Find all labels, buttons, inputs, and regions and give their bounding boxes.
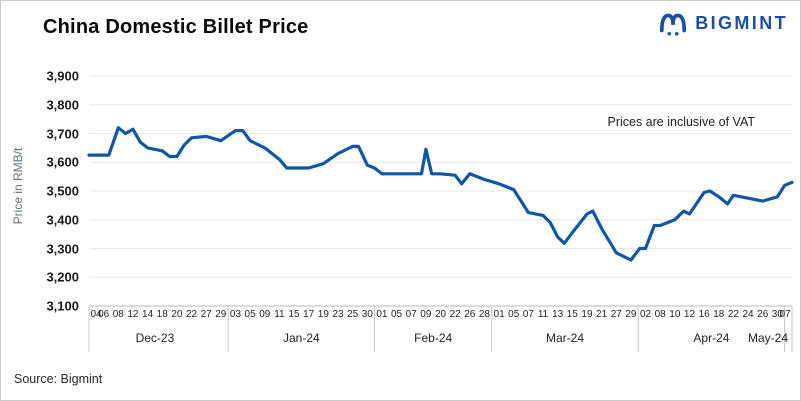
x-day-tick-label: 01: [376, 309, 388, 320]
x-month-label: Apr-24: [693, 331, 730, 345]
chart-title: China Domestic Billet Price: [43, 16, 309, 38]
x-day-tick-label: 05: [508, 309, 520, 320]
vat-annotation: Prices are inclusive of VAT: [607, 115, 755, 129]
x-day-tick-label: 09: [420, 309, 432, 320]
x-day-tick-label: 04: [90, 309, 102, 320]
x-day-tick-label: 08: [112, 309, 124, 320]
x-day-tick-label: 27: [200, 309, 212, 320]
x-day-tick-label: 22: [185, 309, 198, 320]
bigmint-m-icon: [658, 9, 688, 37]
y-tick-label: 3,900: [46, 68, 79, 84]
x-day-tick-label: 02: [639, 309, 652, 320]
y-tick-label: 3,300: [46, 241, 79, 256]
x-day-tick-label: 18: [156, 309, 168, 320]
x-day-tick-label: 15: [288, 309, 300, 320]
x-day-tick-label: 24: [742, 309, 754, 320]
x-day-tick-label: 05: [391, 309, 403, 320]
price-line-series: [87, 126, 794, 262]
x-day-tick-label: 18: [713, 309, 725, 320]
x-day-tick-label: 27: [610, 309, 622, 320]
x-month-label: May-24: [747, 331, 789, 345]
x-day-tick-label: 29: [625, 309, 637, 320]
x-day-tick-label: 25: [347, 309, 359, 320]
source-note: Source: Bigmint: [14, 372, 103, 386]
y-tick-label: 3,600: [46, 154, 79, 170]
x-month-label: Feb-24: [414, 331, 453, 345]
x-day-tick-label: 29: [215, 309, 227, 320]
x-day-tick-label: 12: [127, 309, 139, 320]
x-day-tick-label: 05: [244, 309, 256, 320]
x-day-tick-label: 14: [142, 309, 154, 320]
x-day-tick-label: 07: [522, 309, 534, 320]
x-day-tick-label: 22: [727, 309, 739, 320]
x-day-tick-label: 03: [229, 309, 242, 320]
x-day-tick-label: 13: [552, 309, 564, 320]
brand-name: BIGMINT: [695, 12, 788, 33]
x-day-tick-label: 21: [596, 309, 608, 320]
x-month-label: Mar-24: [545, 331, 584, 345]
x-day-tick-label: 10: [669, 309, 681, 320]
x-day-tick-label: 11: [537, 309, 549, 320]
x-day-tick-label: 26: [464, 309, 476, 320]
y-tick-label: 3,100: [46, 298, 79, 314]
x-day-tick-label: 30: [361, 309, 373, 320]
y-tick-label: 3,200: [46, 269, 79, 285]
y-tick-label: 3,400: [46, 212, 79, 228]
x-day-tick-label: 07: [779, 309, 791, 320]
x-month-label: Jan-24: [283, 331, 320, 345]
x-day-tick-label: 17: [303, 309, 315, 320]
brand-logo: BIGMINT: [658, 9, 788, 37]
x-day-tick-label: 19: [317, 309, 329, 320]
y-tick-label: 3,800: [46, 97, 79, 113]
y-tick-label: 3,700: [46, 126, 79, 141]
x-day-tick-label: 06: [98, 309, 110, 320]
x-day-tick-label: 20: [434, 309, 447, 320]
x-day-tick-label: 20: [171, 309, 183, 320]
x-day-tick-label: 23: [332, 309, 344, 320]
x-day-tick-label: 19: [581, 309, 593, 320]
x-day-tick-label: 12: [683, 309, 696, 320]
x-day-tick-label: 16: [698, 309, 710, 320]
x-day-tick-label: 08: [654, 309, 666, 320]
x-day-tick-label: 15: [566, 309, 578, 320]
x-month-label: Dec-23: [135, 331, 175, 345]
x-day-tick-label: 09: [259, 309, 271, 320]
x-day-tick-label: 30: [771, 309, 783, 320]
x-day-tick-label: 11: [274, 309, 285, 320]
x-day-tick-label: 26: [757, 309, 769, 320]
x-day-tick-label: 01: [493, 309, 505, 320]
x-day-tick-label: 07: [405, 309, 417, 320]
x-day-tick-label: 22: [449, 309, 461, 320]
x-day-tick-label: 28: [478, 309, 490, 320]
y-tick-label: 3,500: [46, 183, 79, 199]
